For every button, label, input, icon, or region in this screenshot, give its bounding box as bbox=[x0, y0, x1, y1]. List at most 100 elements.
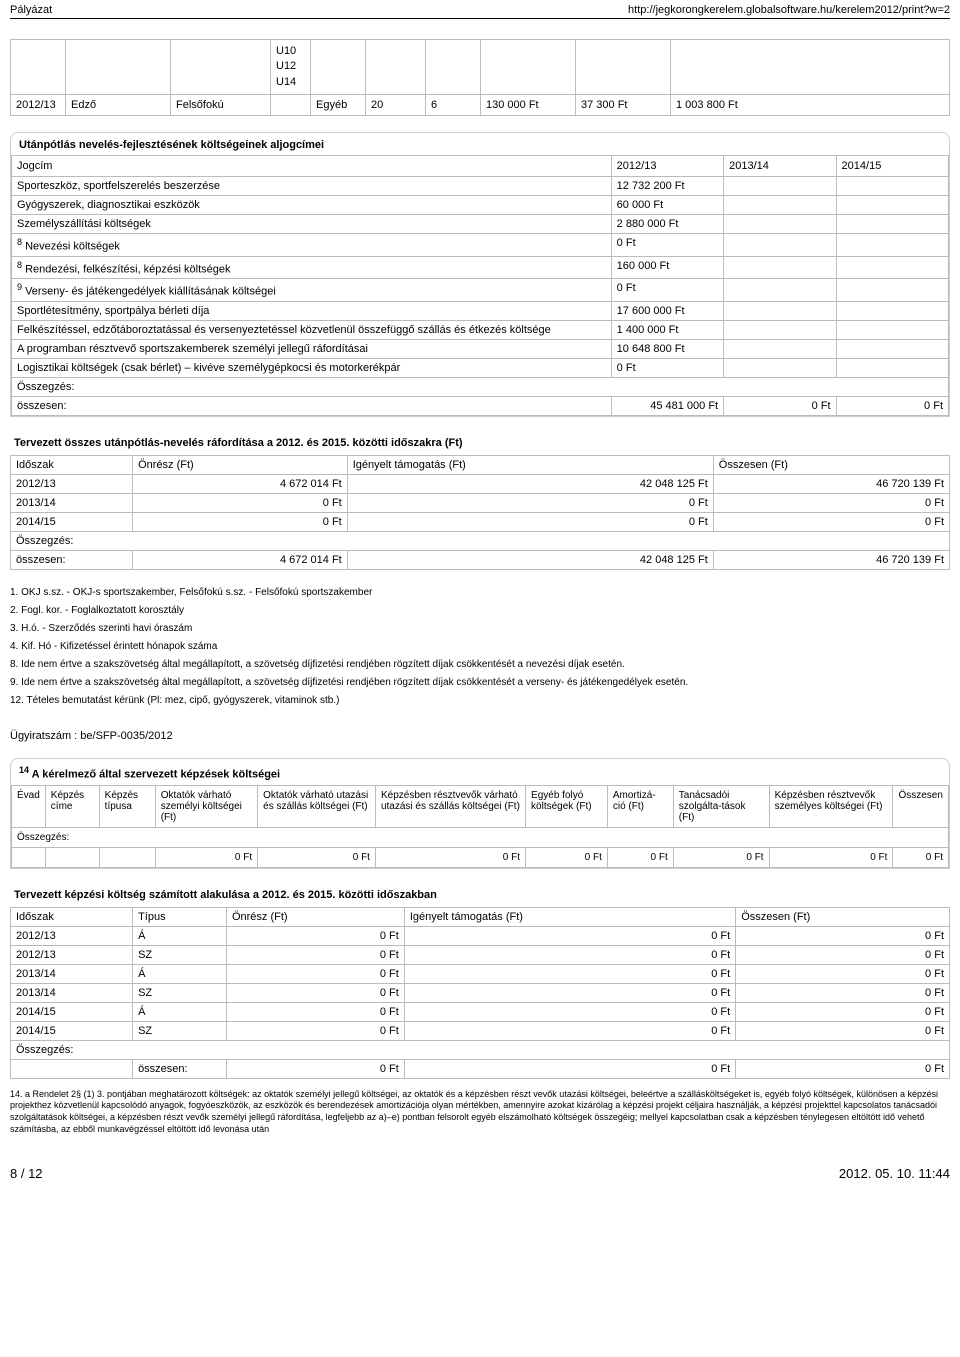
ugyirat: Ügyiratszám : be/SFP-0035/2012 bbox=[10, 730, 950, 742]
table-header: Egyéb folyó költségek (Ft) bbox=[526, 785, 608, 827]
table-cell bbox=[836, 196, 948, 215]
kepzes-section: 14 A kérelmező által szervezett képzések… bbox=[10, 758, 950, 869]
top-table: U10U12U14 2012/13EdzőFelsőfokúEgyéb20613… bbox=[10, 39, 950, 116]
table-header: 2014/15 bbox=[836, 156, 948, 177]
top-cell: Felsőfokú bbox=[171, 95, 271, 116]
top-cell bbox=[271, 95, 311, 116]
table-header: Képzés címe bbox=[45, 785, 99, 827]
total-cell: 4 672 014 Ft bbox=[133, 551, 348, 570]
table-cell bbox=[836, 279, 948, 302]
table-cell: SZ bbox=[133, 1021, 227, 1040]
kepzes-table: ÉvadKépzés címeKépzés típusaOktatók várh… bbox=[11, 785, 949, 868]
table-header: Oktatók várható utazási és szállás költs… bbox=[258, 785, 376, 827]
table-cell bbox=[836, 177, 948, 196]
table-cell: 0 Ft bbox=[404, 1002, 735, 1021]
table-row: Sportlétesítmény, sportpálya bérleti díj… bbox=[12, 302, 949, 321]
top-cell: 6 bbox=[426, 95, 481, 116]
top-cell: 130 000 Ft bbox=[481, 95, 576, 116]
table-cell bbox=[724, 196, 836, 215]
table-cell: 2 880 000 Ft bbox=[611, 215, 723, 234]
table-row: 2013/14Á0 Ft0 Ft0 Ft bbox=[11, 964, 950, 983]
table-header: Képzésben résztvevők személyes költségei… bbox=[769, 785, 893, 827]
table-cell: 1 400 000 Ft bbox=[611, 321, 723, 340]
table-cell: 0 Ft bbox=[404, 926, 735, 945]
table-cell: 60 000 Ft bbox=[611, 196, 723, 215]
table-row: 2013/14SZ0 Ft0 Ft0 Ft bbox=[11, 983, 950, 1002]
table-header: Oktatók várható személyi költségei (Ft) bbox=[155, 785, 257, 827]
table-header: Típus bbox=[133, 907, 227, 926]
jogcim-table: Jogcím2012/132013/142014/15 Sporteszköz,… bbox=[11, 155, 949, 416]
total-label: összesen: bbox=[133, 1059, 227, 1078]
table-cell: 0 Ft bbox=[611, 279, 723, 302]
kepzes-period-title: Tervezett képzési költség számított alak… bbox=[10, 885, 950, 907]
period-section: Tervezett összes utánpótlás-nevelés ráfo… bbox=[10, 433, 950, 570]
table-cell: 0 Ft bbox=[404, 964, 735, 983]
table-cell: 2013/14 bbox=[11, 983, 133, 1002]
summary-label: Összegzés: bbox=[12, 378, 949, 397]
footnote: 12. Tételes bemutatást kérünk (Pl: mez, … bbox=[10, 692, 950, 710]
table-row: Sporteszköz, sportfelszerelés beszerzése… bbox=[12, 177, 949, 196]
table-cell: 0 Ft bbox=[404, 1021, 735, 1040]
table-cell bbox=[836, 234, 948, 257]
table-cell: 2012/13 bbox=[11, 926, 133, 945]
total-cell: 0 Ft bbox=[836, 397, 948, 416]
table-row: Felkészítéssel, edzőtáboroztatással és v… bbox=[12, 321, 949, 340]
top-cell: 20 bbox=[366, 95, 426, 116]
table-row: 8 Nevezési költségek0 Ft bbox=[12, 234, 949, 257]
table-cell: 0 Ft bbox=[347, 513, 713, 532]
header-url: http://jegkorongkerelem.globalsoftware.h… bbox=[628, 4, 950, 16]
table-cell: 0 Ft bbox=[736, 945, 950, 964]
total-cell: 0 Ft bbox=[724, 397, 836, 416]
total-label: összesen: bbox=[11, 551, 133, 570]
table-cell: 8 Rendezési, felkészítési, képzési költs… bbox=[12, 256, 612, 279]
footnote: 4. Kif. Hó - Kifizetéssel érintett hónap… bbox=[10, 638, 950, 656]
table-row: 2014/150 Ft0 Ft0 Ft bbox=[11, 513, 950, 532]
table-header: Évad bbox=[12, 785, 46, 827]
total-cell: 0 Ft bbox=[404, 1059, 735, 1078]
jogcim-title: Utánpótlás nevelés-fejlesztésének költsé… bbox=[11, 133, 949, 155]
table-header: Jogcím bbox=[12, 156, 612, 177]
footnote: 9. Ide nem értve a szakszövetség által m… bbox=[10, 674, 950, 692]
table-cell: Á bbox=[133, 964, 227, 983]
table-row: 2013/140 Ft0 Ft0 Ft bbox=[11, 494, 950, 513]
total-cell: 0 Ft bbox=[526, 847, 608, 867]
table-cell bbox=[836, 340, 948, 359]
table-cell: 10 648 800 Ft bbox=[611, 340, 723, 359]
table-cell: SZ bbox=[133, 945, 227, 964]
table-cell bbox=[724, 359, 836, 378]
table-cell: 2012/13 bbox=[11, 475, 133, 494]
total-cell: 0 Ft bbox=[893, 847, 949, 867]
u-cell: U10U12U14 bbox=[271, 40, 311, 95]
table-row: A programban résztvevő sportszakemberek … bbox=[12, 340, 949, 359]
page-footer: 8 / 12 2012. 05. 10. 11:44 bbox=[10, 1166, 950, 1181]
table-cell: Személyszállítási költségek bbox=[12, 215, 612, 234]
table-cell: Á bbox=[133, 1002, 227, 1021]
total-label: összesen: bbox=[12, 397, 612, 416]
page-header: Pályázat http://jegkorongkerelem.globals… bbox=[10, 4, 950, 19]
table-cell: 0 Ft bbox=[736, 964, 950, 983]
period-table: IdőszakÖnrész (Ft)Igényelt támogatás (Ft… bbox=[10, 455, 950, 570]
table-cell: Logisztikai költségek (csak bérlet) – ki… bbox=[12, 359, 612, 378]
table-row: 8 Rendezési, felkészítési, képzési költs… bbox=[12, 256, 949, 279]
footnote: 2. Fogl. kor. - Foglalkoztatott korosztá… bbox=[10, 602, 950, 620]
table-cell: 9 Verseny- és játékengedélyek kiállításá… bbox=[12, 279, 612, 302]
table-cell: 2014/15 bbox=[11, 1021, 133, 1040]
table-cell: Gyógyszerek, diagnosztikai eszközök bbox=[12, 196, 612, 215]
top-cell: Egyéb bbox=[311, 95, 366, 116]
table-header: Igényelt támogatás (Ft) bbox=[347, 456, 713, 475]
table-header: Képzés típusa bbox=[99, 785, 155, 827]
table-cell: 0 Ft bbox=[713, 494, 949, 513]
table-cell: Felkészítéssel, edzőtáboroztatással és v… bbox=[12, 321, 612, 340]
header-title: Pályázat bbox=[10, 4, 52, 16]
table-cell bbox=[724, 256, 836, 279]
top-cell: 2012/13 bbox=[11, 95, 66, 116]
table-header: Önrész (Ft) bbox=[133, 456, 348, 475]
table-header: Amortizá-ció (Ft) bbox=[607, 785, 673, 827]
table-header: Képzésben résztvevők várható utazási és … bbox=[375, 785, 525, 827]
table-cell bbox=[836, 256, 948, 279]
table-cell: 0 Ft bbox=[713, 513, 949, 532]
table-cell: 0 Ft bbox=[611, 234, 723, 257]
table-cell: 0 Ft bbox=[736, 1021, 950, 1040]
kepzes-period-table: IdőszakTípusÖnrész (Ft)Igényelt támogatá… bbox=[10, 907, 950, 1079]
table-cell: 17 600 000 Ft bbox=[611, 302, 723, 321]
